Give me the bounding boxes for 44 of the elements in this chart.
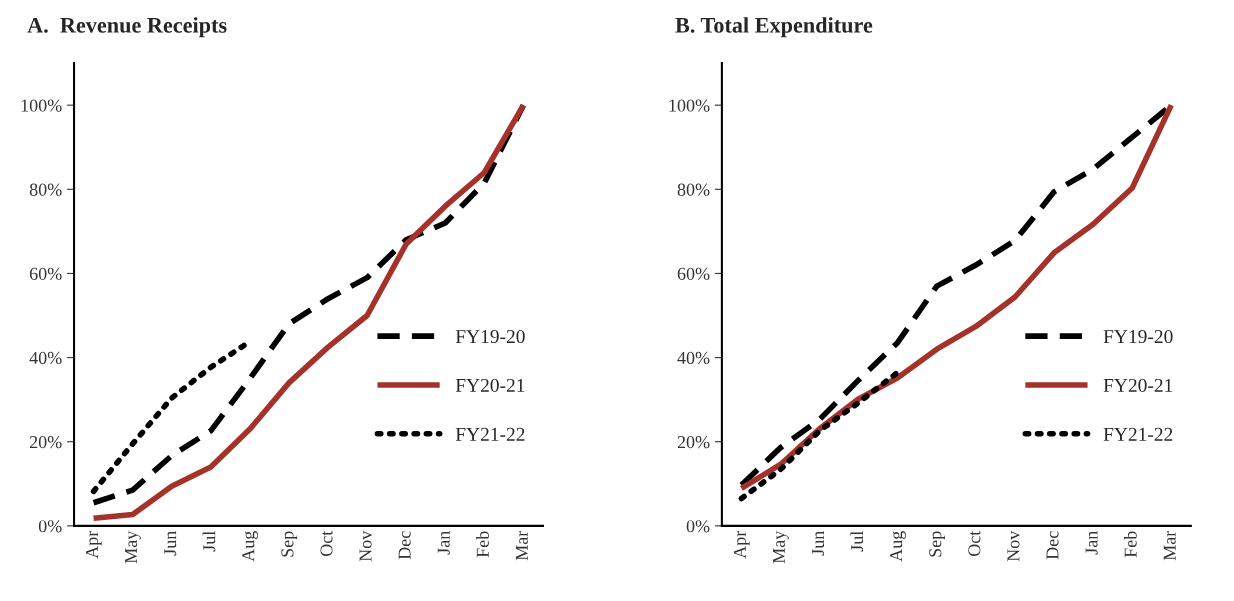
x-tick-label: Jan (437, 531, 450, 555)
x-tick-label: Apr (86, 530, 102, 559)
x-tick-label: May (772, 530, 789, 564)
x-tick-label: Aug (890, 531, 906, 562)
legend-label: FY20-21 (455, 378, 525, 392)
y-tick-label: 60% (677, 267, 710, 280)
x-tick-label: Oct (320, 530, 333, 557)
x-tick-label: Apr (733, 530, 750, 559)
x-tick-label: Jul (202, 531, 216, 552)
legend-label: FY21-22 (1103, 427, 1173, 441)
legend-label: FY20-21 (1103, 378, 1173, 392)
y-tick-label: 60% (29, 267, 62, 280)
x-tick-label: Nov (359, 530, 372, 562)
x-tick-label: Sep (281, 531, 298, 557)
x-tick-label: Sep (929, 531, 945, 557)
y-tick-label: 100% (669, 99, 710, 112)
x-tick-label: Jun (812, 531, 825, 556)
x-tick-label: Oct (968, 530, 981, 557)
y-tick-label: 100% (21, 99, 62, 112)
x-tick-label: Mar (1163, 530, 1176, 561)
x-tick-label: Feb (1124, 531, 1137, 558)
x-tick-label: Aug (242, 531, 259, 562)
y-tick-label: 80% (29, 183, 62, 196)
legend-label: FY19-20 (455, 329, 525, 344)
x-tick-label: Dec (398, 531, 411, 560)
y-tick-label: 20% (677, 435, 710, 449)
y-tick-label: 0% (38, 520, 62, 533)
y-tick-label: 0% (686, 520, 710, 533)
y-tick-label: 20% (29, 435, 62, 449)
x-tick-label: Jan (1085, 531, 1098, 555)
x-tick-label: Mar (515, 530, 528, 561)
legend-label: FY21-22 (455, 427, 525, 441)
y-tick-label: 40% (677, 351, 710, 365)
x-tick-label: May (125, 530, 141, 564)
legend-label: FY19-20 (1103, 329, 1173, 344)
y-tick-label: 40% (29, 351, 62, 365)
x-tick-label: Jun (164, 531, 177, 556)
x-tick-label: Jul (850, 531, 864, 552)
x-tick-label: Feb (476, 531, 489, 558)
y-tick-label: 80% (677, 183, 710, 196)
chart-title: B. Total Expenditure (675, 17, 873, 38)
x-tick-label: Nov (1007, 530, 1020, 562)
chart-title: A. Revenue Receipts (27, 17, 227, 38)
x-tick-label: Dec (1046, 531, 1059, 560)
